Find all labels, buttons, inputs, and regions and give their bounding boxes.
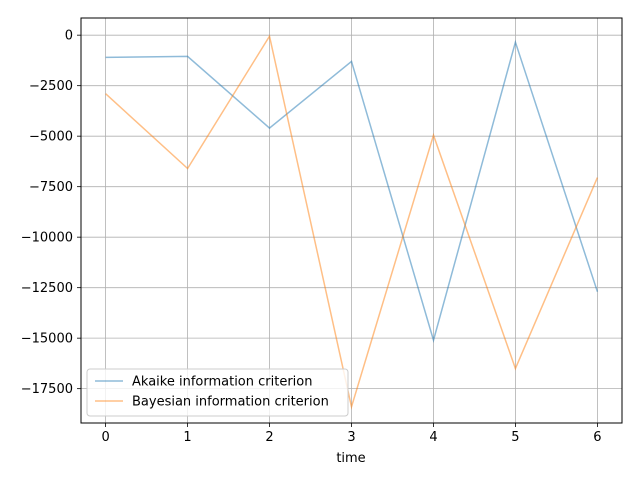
legend-label: Bayesian information criterion: [132, 395, 329, 410]
y-tick-label: −12500: [21, 281, 73, 296]
x-axis-label: time: [336, 451, 365, 466]
y-tick-label: 0: [65, 29, 73, 44]
y-tick-label: −15000: [21, 332, 73, 347]
y-tick-label: −2500: [29, 79, 73, 94]
y-axis-ticks: 0 −2500 −5000 −7500 −10000 −12500 −15000 −17500: [21, 29, 81, 397]
x-tick-label: 3: [347, 430, 355, 445]
x-tick-label: 0: [101, 430, 109, 445]
x-axis-ticks: 0 1 2 3 4 5 6: [101, 423, 602, 445]
series-line-1: [105, 39, 599, 343]
y-tick-label: −7500: [29, 180, 73, 195]
x-tick-label: 4: [429, 430, 437, 445]
y-tick-label: −5000: [29, 130, 73, 145]
grid-lines: [81, 18, 622, 423]
y-tick-label: −17500: [21, 382, 73, 397]
x-tick-label: 5: [511, 430, 519, 445]
legend-box: [86, 368, 349, 417]
series-lines: [105, 34, 599, 410]
x-tick-label: 6: [593, 430, 601, 445]
legend-label: Akaike information criterion: [132, 375, 312, 390]
y-tick-label: −10000: [21, 231, 73, 246]
series-line-2: [105, 34, 599, 410]
x-tick-label: 1: [183, 430, 191, 445]
x-tick-label: 2: [265, 430, 273, 445]
legend: Akaike information criterion Bayesian inf…: [86, 368, 349, 417]
